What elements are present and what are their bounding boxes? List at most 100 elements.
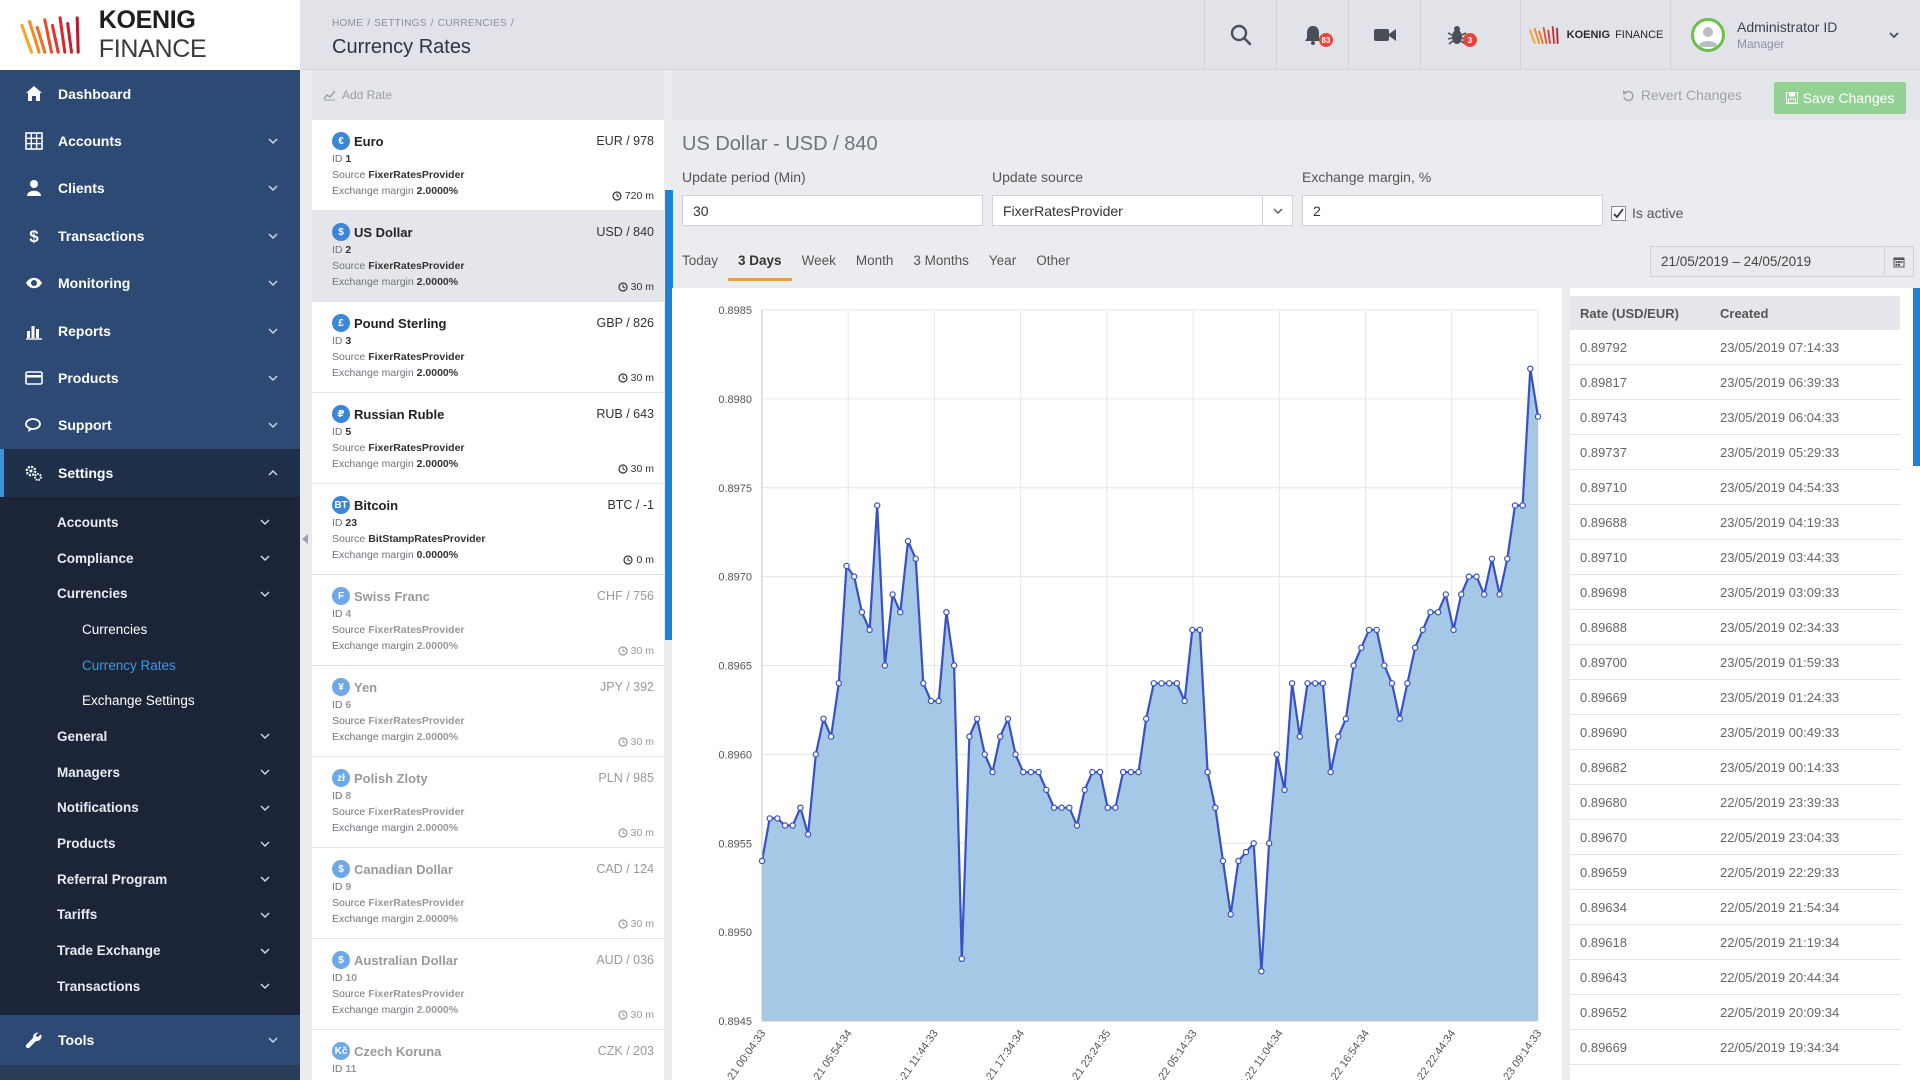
table-row[interactable]: 0.89688 23/05/2019 02:34:33 xyxy=(1570,610,1900,645)
tab-3-days[interactable]: 3 Days xyxy=(728,245,792,281)
data-point[interactable] xyxy=(1081,786,1088,794)
video-button[interactable] xyxy=(1348,0,1420,70)
table-row[interactable]: 0.89743 23/05/2019 06:04:33 xyxy=(1570,400,1900,435)
rate-column-header[interactable]: Rate (USD/EUR) xyxy=(1580,305,1679,321)
data-point[interactable] xyxy=(989,768,996,776)
breadcrumb-link[interactable]: HOME xyxy=(332,18,364,29)
sidebar-item-monitoring[interactable]: Monitoring xyxy=(0,259,300,307)
data-point[interactable] xyxy=(1281,786,1288,794)
settings-subitem-compliance[interactable]: Compliance xyxy=(0,540,300,576)
data-point[interactable] xyxy=(1511,502,1519,509)
data-point[interactable] xyxy=(1388,680,1396,687)
table-row[interactable]: 0.89618 22/05/2019 21:19:34 xyxy=(1570,925,1900,960)
table-row[interactable]: 0.89710 23/05/2019 03:44:33 xyxy=(1570,540,1900,575)
update-source-select[interactable]: FixerRatesProvider xyxy=(992,195,1293,226)
settings-subitem-currencies[interactable]: Currencies xyxy=(0,612,300,648)
sidebar-item-transactions[interactable]: $ Transactions xyxy=(0,212,300,260)
table-row[interactable]: 0.89669 23/05/2019 01:24:33 xyxy=(1570,680,1900,715)
table-row[interactable]: 0.89700 23/05/2019 01:59:33 xyxy=(1570,645,1900,680)
data-point[interactable] xyxy=(1004,715,1012,722)
data-point[interactable] xyxy=(866,626,873,634)
data-point[interactable] xyxy=(1434,609,1442,616)
data-point[interactable] xyxy=(1458,591,1465,598)
data-point[interactable] xyxy=(1519,502,1526,509)
data-point[interactable] xyxy=(1442,591,1450,598)
data-point[interactable] xyxy=(1058,804,1065,811)
data-point[interactable] xyxy=(904,537,912,545)
data-point[interactable] xyxy=(873,502,881,509)
settings-subitem-managers[interactable]: Managers xyxy=(0,754,300,790)
tab-year[interactable]: Year xyxy=(988,253,1017,268)
currency-list-scrollbar[interactable] xyxy=(665,190,673,640)
data-point[interactable] xyxy=(1043,786,1050,794)
exchange-margin-input[interactable]: 2 xyxy=(1302,195,1603,226)
data-point[interactable] xyxy=(1534,413,1542,420)
table-row[interactable]: 0.89710 23/05/2019 04:54:33 xyxy=(1570,470,1900,505)
data-point[interactable] xyxy=(1127,768,1134,776)
data-point[interactable] xyxy=(1427,609,1434,616)
data-point[interactable] xyxy=(1381,662,1388,669)
data-point[interactable] xyxy=(1166,680,1173,687)
data-point[interactable] xyxy=(1066,804,1073,811)
data-point[interactable] xyxy=(1527,365,1534,372)
settings-subitem-general[interactable]: General xyxy=(0,719,300,755)
created-column-header[interactable]: Created xyxy=(1720,305,1769,321)
data-point[interactable] xyxy=(850,573,858,580)
sidebar-item-products[interactable]: Products xyxy=(0,354,300,402)
tab-3-months[interactable]: 3 Months xyxy=(913,253,969,268)
data-point[interactable] xyxy=(1465,573,1473,580)
data-point[interactable] xyxy=(1496,591,1503,598)
table-row[interactable]: 0.89652 22/05/2019 20:09:34 xyxy=(1570,995,1900,1030)
currency-list-item[interactable]: zł Polish Zloty PLN / 985 ID 8 Source FixerR… xyxy=(312,757,664,848)
table-row[interactable]: 0.89698 23/05/2019 03:09:33 xyxy=(1570,575,1900,610)
data-point[interactable] xyxy=(1143,715,1150,722)
settings-subitem-tariffs[interactable]: Tariffs xyxy=(0,897,300,933)
notifications-button[interactable]: 83 xyxy=(1276,0,1348,70)
data-point[interactable] xyxy=(1242,848,1250,856)
data-point[interactable] xyxy=(1396,715,1403,722)
breadcrumb-link[interactable]: CURRENCIES xyxy=(437,18,507,29)
data-point[interactable] xyxy=(1265,840,1273,847)
sidebar-item-accounts[interactable]: Accounts xyxy=(0,117,300,165)
data-point[interactable] xyxy=(1404,680,1411,687)
data-point[interactable] xyxy=(889,591,896,598)
data-point[interactable] xyxy=(927,697,935,705)
sidebar-item-tools[interactable]: Tools xyxy=(0,1015,300,1065)
data-point[interactable] xyxy=(843,562,850,570)
sidebar-item-support[interactable]: Support xyxy=(0,401,300,450)
currency-list-item[interactable]: ¥ Yen JPY / 392 ID 6 Source FixerRatesProvid… xyxy=(312,666,664,757)
data-point[interactable] xyxy=(1312,680,1319,687)
add-rate-button[interactable]: Add Rate xyxy=(312,70,664,120)
data-point[interactable] xyxy=(1358,644,1365,651)
data-point[interactable] xyxy=(920,680,927,687)
data-point[interactable] xyxy=(1204,768,1211,776)
sidebar-item-settings[interactable]: Settings xyxy=(0,449,300,497)
data-point[interactable] xyxy=(912,555,919,562)
data-point[interactable] xyxy=(935,697,942,705)
data-point[interactable] xyxy=(1342,715,1350,722)
data-point[interactable] xyxy=(1365,626,1373,634)
settings-subitem-trade-exchange[interactable]: Trade Exchange xyxy=(0,933,300,969)
sidebar-item-clients[interactable]: Clients xyxy=(0,164,300,213)
currency-list-item[interactable]: £ Pound Sterling GBP / 826 ID 3 Source Fixer… xyxy=(312,302,664,393)
tab-week[interactable]: Week xyxy=(801,253,836,268)
data-point[interactable] xyxy=(1273,751,1281,758)
currency-list-item[interactable]: $ US Dollar USD / 840 ID 2 Source FixerRates… xyxy=(312,211,664,302)
settings-subitem-currency-rates[interactable]: Currency Rates xyxy=(0,647,300,683)
data-point[interactable] xyxy=(835,680,842,687)
table-row[interactable]: 0.89688 23/05/2019 04:19:33 xyxy=(1570,505,1900,540)
data-point[interactable] xyxy=(1089,768,1096,776)
tab-other[interactable]: Other xyxy=(1036,253,1070,268)
table-row[interactable]: 0.89670 22/05/2019 23:04:33 xyxy=(1570,820,1900,855)
update-period-input[interactable]: 30 xyxy=(682,195,983,226)
data-point[interactable] xyxy=(812,751,819,758)
revert-changes-button[interactable]: Revert Changes xyxy=(1622,87,1742,103)
data-point[interactable] xyxy=(1227,911,1234,918)
rates-table-scrollbar[interactable] xyxy=(1913,288,1920,466)
data-point[interactable] xyxy=(1189,626,1196,634)
table-row[interactable]: 0.89737 23/05/2019 05:29:33 xyxy=(1570,435,1900,470)
data-point[interactable] xyxy=(966,733,973,740)
data-point[interactable] xyxy=(1296,733,1304,740)
data-point[interactable] xyxy=(1235,857,1242,865)
